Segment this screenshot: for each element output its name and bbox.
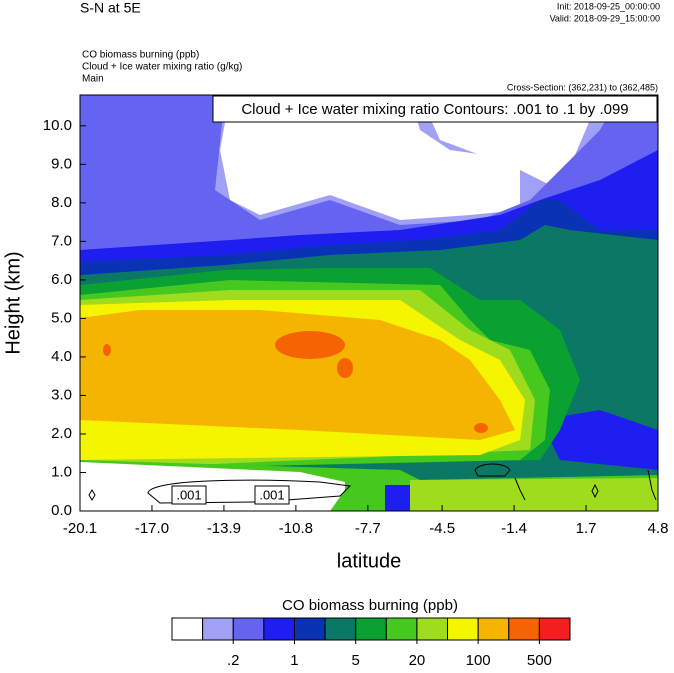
plot-frame (79, 94, 659, 512)
field-label: CO biomass burning (ppb) (82, 50, 199, 61)
contour-line-label: .001 (176, 487, 201, 502)
fill (275, 331, 345, 359)
colorbar-label: 1 (290, 652, 298, 668)
fill (337, 358, 353, 378)
fill (220, 95, 520, 220)
colorbar-box (171, 617, 204, 641)
field-label: Cloud + Ice water mixing ratio (g/kg) (82, 62, 242, 73)
y-tick-label: 4.0 (51, 348, 72, 365)
x-tick-label: 1.7 (576, 520, 597, 537)
x-tick-label: -4.5 (429, 520, 455, 537)
fill (474, 423, 488, 433)
colorbar-label: .2 (227, 652, 240, 668)
colorbar-title: CO biomass burning (ppb) (282, 597, 458, 614)
x-tick-label: -1.4 (501, 520, 527, 537)
fill (103, 344, 111, 356)
x-tick-label: 4.8 (648, 520, 669, 537)
y-axis-label: Height (km) (2, 251, 24, 354)
colorbar-box (385, 617, 418, 641)
x-tick-label: -13.9 (207, 520, 241, 537)
y-tick-label: 7.0 (51, 232, 72, 249)
x-tick-label: -7.7 (355, 520, 381, 537)
x-tick-label: -20.1 (63, 520, 97, 537)
field-label: Main (82, 74, 104, 85)
y-tick-label: 8.0 (51, 194, 72, 211)
colorbar-box (293, 617, 326, 641)
colorbar-box (416, 617, 449, 641)
colorbar-box (263, 617, 295, 641)
contour-note: Cloud + Ice water mixing ratio Contours:… (241, 101, 628, 118)
valid-time: Valid: 2018-09-29_15:00:00 (550, 13, 660, 23)
x-tick-label: -10.8 (279, 520, 313, 537)
contour-lines (88, 463, 657, 504)
y-tick-label: 10.0 (43, 117, 72, 134)
colorbar-box (538, 617, 571, 641)
contour-note-box (212, 95, 658, 123)
contour-label-box (171, 485, 207, 505)
y-tick-label: 9.0 (51, 155, 72, 172)
colorbar-label: 100 (466, 652, 491, 668)
contour-label-box (254, 485, 290, 505)
y-tick-label: 3.0 (51, 386, 72, 403)
x-tick-label: -17.0 (135, 520, 169, 537)
colorbar-label: 500 (527, 652, 552, 668)
colorbar-box (232, 617, 265, 641)
y-tick-label: 1.0 (51, 463, 72, 480)
fill (80, 310, 515, 440)
y-tick-label: 0.0 (51, 502, 72, 519)
colorbar-label: 5 (352, 652, 360, 668)
x-axis-label: latitude (337, 550, 402, 572)
y-tick-label: 2.0 (51, 425, 72, 442)
colorbar-box (202, 617, 234, 641)
fill (540, 410, 658, 470)
colorbar-box (324, 617, 357, 641)
colorbar-box (355, 617, 387, 641)
cross-section: Cross-Section: (362,231) to (362,485) (507, 82, 658, 92)
fill (385, 485, 410, 511)
y-tick-label: 6.0 (51, 271, 72, 288)
fill (410, 478, 658, 511)
colorbar-box (508, 617, 540, 641)
colorbar-label: 20 (409, 652, 426, 668)
y-tick-label: 5.0 (51, 309, 72, 326)
chart-title: S-N at 5E (80, 0, 141, 16)
contour-line-label: .001 (259, 487, 284, 502)
init-time: Init: 2018-09-25_00:00:00 (557, 1, 660, 11)
contour-fill (80, 95, 658, 511)
colorbar-box (477, 617, 510, 641)
colorbar-box (447, 617, 479, 641)
